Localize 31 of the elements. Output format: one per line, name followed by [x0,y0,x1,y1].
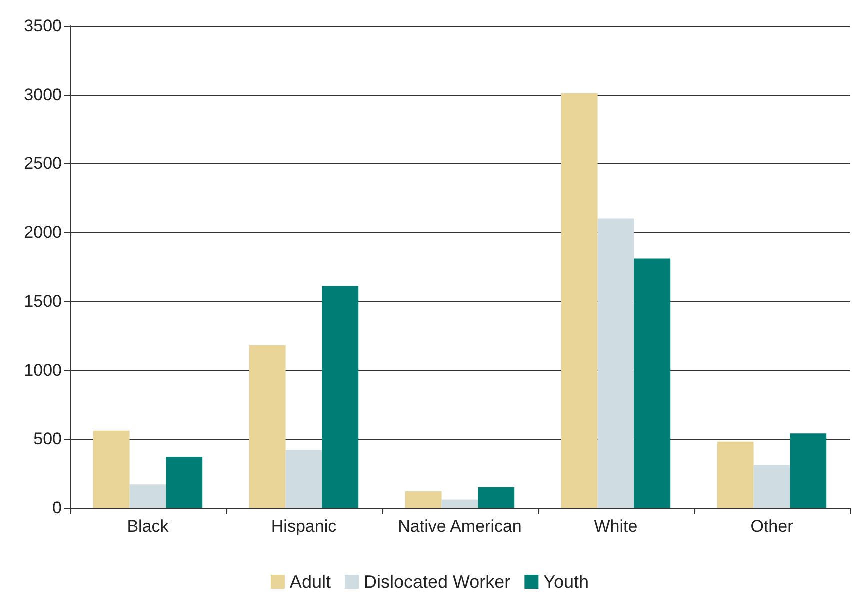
bar [717,442,754,508]
x-tick-label: White [594,517,638,536]
bar [598,218,634,508]
y-tick-label: 1000 [24,360,62,380]
y-tick-label: 3500 [24,16,62,36]
bar [405,491,442,508]
bar [249,345,286,508]
bar [130,484,166,508]
y-tick-label: 500 [34,430,62,449]
y-tick-label: 1500 [24,292,62,311]
y-tick-label: 3000 [24,85,62,104]
x-tick-label: Hispanic [271,517,338,536]
y-tick-label: 2000 [24,223,62,242]
bar [286,450,322,508]
bar [442,500,478,508]
bar [561,93,598,508]
bar [478,487,515,508]
bar [166,457,203,508]
legend-label: Adult [290,572,331,592]
x-tick-label: Native American [398,517,522,536]
bar [790,434,827,508]
y-tick-label: 0 [52,498,62,518]
bar [754,465,790,508]
x-tick-label: Other [750,517,794,536]
y-tick-label: 2500 [24,154,62,174]
bar [634,258,671,508]
legend-label: Dislocated Worker [364,572,511,592]
x-tick-label: Black [127,517,170,536]
bar [93,430,130,508]
legend-label: Youth [544,572,590,592]
bar [322,286,359,508]
